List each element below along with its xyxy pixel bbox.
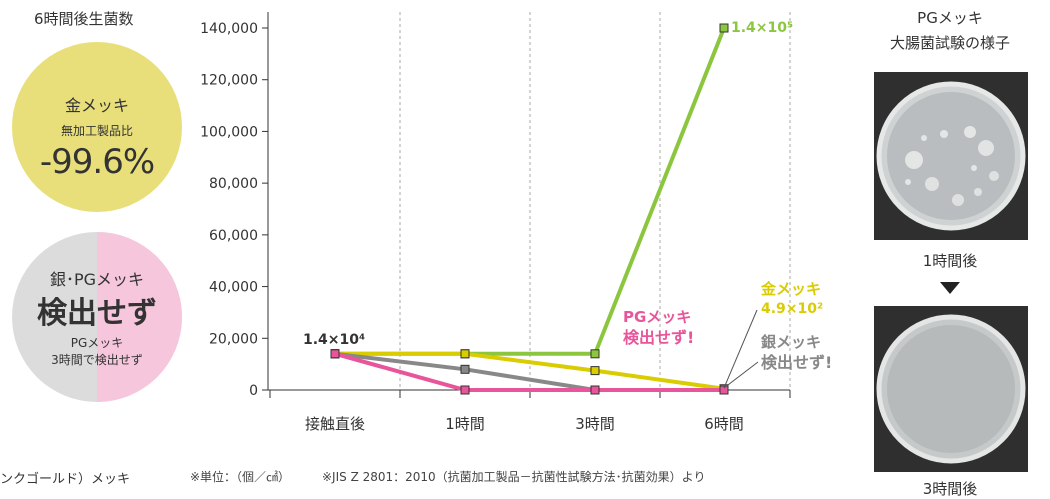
gold-name: 金メッキ bbox=[64, 96, 129, 115]
data-point-pg bbox=[330, 349, 340, 359]
data-point-gold bbox=[590, 366, 600, 376]
x-tick-label: 3時間 bbox=[575, 415, 615, 433]
annotations: 1.4×10⁴ 1.4×10⁵ PGメッキ 検出せず! 金メッキ 4.9×10²… bbox=[303, 20, 832, 389]
x-ticks: 接触直後 1時間 3時間 6時間 bbox=[305, 415, 744, 433]
series-points bbox=[330, 23, 729, 395]
photo-title: PGメッキ 大腸菌試験の様子 bbox=[850, 6, 1050, 56]
data-point-pg bbox=[590, 385, 600, 395]
down-arrow-icon bbox=[940, 282, 960, 294]
annotation-leader-silver bbox=[723, 361, 759, 389]
petri-photo-1h bbox=[874, 72, 1028, 240]
side-title: 6時間後生菌数 bbox=[34, 10, 134, 28]
x-tick-label: 接触直後 bbox=[305, 415, 365, 433]
series-line-gold bbox=[335, 351, 725, 391]
annotation-gold-line1: 金メッキ bbox=[760, 280, 821, 298]
data-point-silver bbox=[460, 364, 470, 374]
photo-1h-label: 1時間後 bbox=[922, 252, 978, 270]
y-tick-label: 20,000 bbox=[209, 331, 258, 347]
silver-pg-result: 検出せず bbox=[37, 296, 157, 331]
annotation-pg-line2: 検出せず! bbox=[623, 328, 694, 347]
gold-summary-circle: 金メッキ 無加工製品比 -99.6% bbox=[12, 42, 182, 212]
petri-photo-3h bbox=[874, 306, 1028, 472]
x-tick-label: 6時間 bbox=[704, 415, 744, 433]
series-line-untreated bbox=[335, 27, 726, 356]
annotation-untreated-end: 1.4×10⁵ bbox=[731, 20, 793, 36]
silver-pg-note2: 3時間で検出せず bbox=[51, 353, 143, 367]
data-point-untreated bbox=[590, 349, 600, 359]
y-tick-label: 140,000 bbox=[200, 21, 258, 37]
series-lines bbox=[334, 27, 726, 392]
y-tick-label: 100,000 bbox=[200, 124, 258, 140]
photo-3h-label: 3時間後 bbox=[922, 480, 978, 498]
series-line-pg bbox=[334, 351, 724, 392]
y-tick-label: 40,000 bbox=[209, 280, 258, 296]
footer-left: ンクゴールド）メッキ bbox=[0, 472, 131, 487]
gold-sub: 無加工製品比 bbox=[60, 124, 133, 138]
x-tick-label: 1時間 bbox=[445, 415, 485, 433]
y-ticks: 0 20,000 40,000 60,000 80,000 100,000 120,000 1… bbox=[200, 21, 268, 399]
annotation-silver-line1: 銀メッキ bbox=[761, 333, 821, 351]
photo-title-line1: PGメッキ bbox=[917, 9, 983, 27]
data-point-untreated bbox=[719, 23, 729, 33]
y-tick-label: 0 bbox=[249, 383, 258, 399]
data-point-gold bbox=[460, 349, 470, 359]
gold-value: -99.6% bbox=[39, 142, 155, 182]
silver-pg-name: 銀･PGメッキ bbox=[49, 270, 145, 289]
data-point-pg bbox=[460, 385, 470, 395]
annotation-start: 1.4×10⁴ bbox=[303, 332, 365, 348]
footer-source: ※JIS Z 2801：2010（抗菌加工製品－抗菌性試験方法･抗菌効果）より bbox=[322, 470, 706, 484]
grid-lines bbox=[399, 12, 791, 390]
footer-unit: ※単位：（個／㎠） bbox=[190, 470, 291, 484]
annotation-silver-line2: 検出せず! bbox=[761, 353, 832, 372]
annotation-pg-line1: PGメッキ bbox=[623, 308, 691, 326]
y-tick-label: 60,000 bbox=[209, 228, 258, 244]
bacteria-line-chart: 0 20,000 40,000 60,000 80,000 100,000 120,000 1… bbox=[200, 12, 832, 433]
annotation-gold-line2: 4.9×10² bbox=[761, 301, 823, 317]
pg-half bbox=[97, 232, 182, 402]
y-tick-label: 80,000 bbox=[209, 176, 258, 192]
silver-pg-note1: PGメッキ bbox=[70, 336, 124, 350]
photo-title-line2: 大腸菌試験の様子 bbox=[889, 34, 1010, 52]
data-point-pg bbox=[719, 385, 729, 395]
y-tick-label: 120,000 bbox=[200, 73, 258, 89]
silver-pg-summary-circle: 銀･PGメッキ 検出せず PGメッキ 3時間で検出せず bbox=[12, 232, 182, 402]
annotation-leader-gold bbox=[723, 309, 758, 389]
